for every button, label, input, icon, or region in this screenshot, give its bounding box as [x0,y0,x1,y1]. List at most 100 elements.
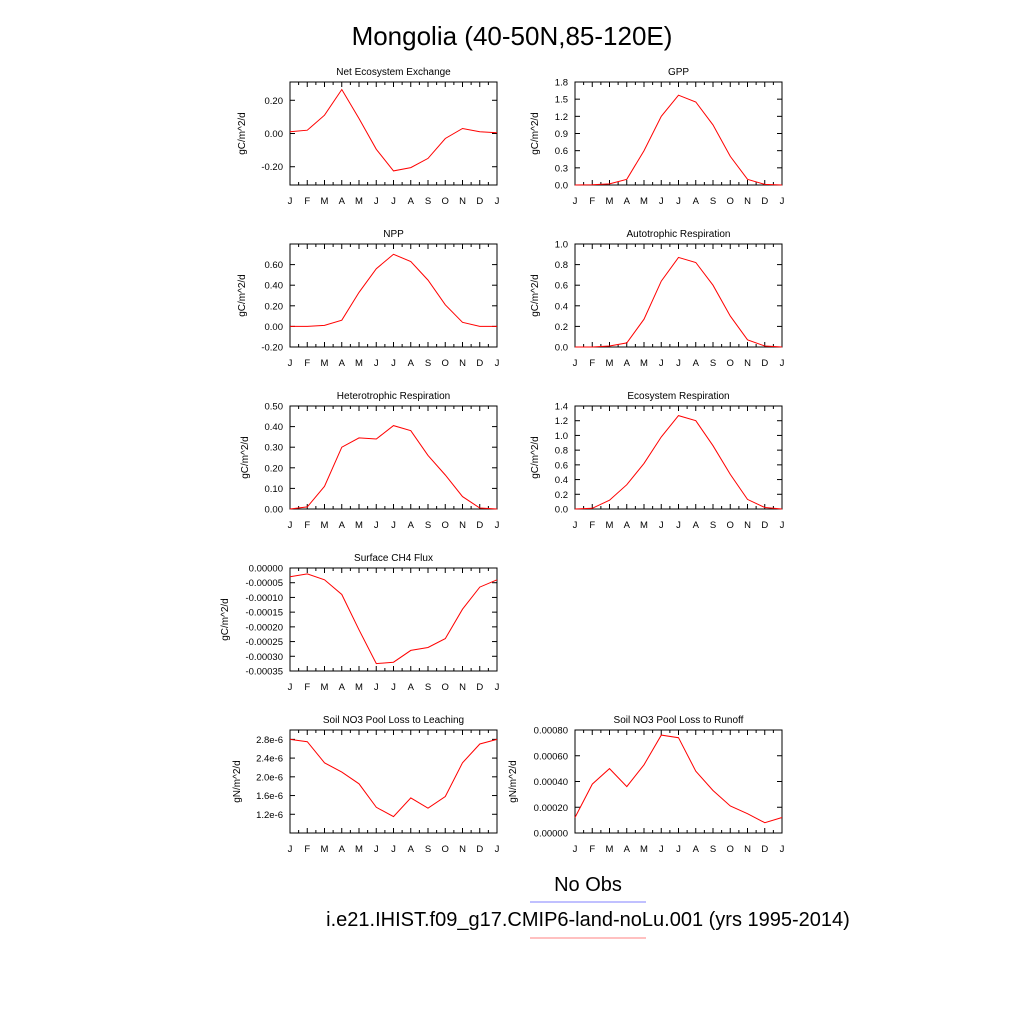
x-tick-label: N [744,520,751,531]
x-tick-label: D [476,196,483,207]
y-tick-label: -0.00025 [245,637,283,648]
y-axis-label: gC/m^2/d [530,274,541,317]
x-tick-label: M [321,844,329,855]
x-tick-label: N [459,358,466,369]
plot-frame [574,405,783,510]
y-tick-label: 0.00 [265,505,284,516]
plot-frame [574,729,783,834]
x-tick-label: M [321,682,329,693]
y-tick-label: -0.00005 [245,578,283,589]
x-tick-label: A [693,196,700,207]
panel-title: Soil NO3 Pool Loss to Runoff [614,715,744,726]
y-tick-label: 0.8 [555,446,568,457]
plot-frame [574,81,783,186]
panel-title: NPP [383,229,404,240]
x-tick-label: A [339,358,346,369]
x-tick-label: J [495,358,500,369]
x-tick-label: J [288,682,293,693]
x-tick-label: S [425,358,431,369]
x-tick-label: A [693,358,700,369]
x-tick-label: J [391,520,396,531]
x-tick-label: J [288,196,293,207]
plot-frame [289,81,498,186]
y-tick-label: 0.60 [265,260,284,271]
x-tick-label: J [573,196,578,207]
y-tick-label: 0.00 [265,322,284,333]
y-tick-label: -0.00020 [245,622,283,633]
x-tick-label: M [640,520,648,531]
x-tick-label: M [321,196,329,207]
x-tick-label: S [710,358,716,369]
plot-frame [289,243,498,348]
x-tick-label: J [495,682,500,693]
x-tick-label: A [624,358,631,369]
x-tick-label: F [589,196,595,207]
x-tick-label: D [761,196,768,207]
x-tick-label: J [391,844,396,855]
x-tick-label: F [304,844,310,855]
x-tick-label: J [573,844,578,855]
y-tick-label: 1.0 [555,431,568,442]
x-tick-label: S [425,196,431,207]
y-tick-label: 1.8 [555,78,568,89]
x-tick-label: O [442,520,449,531]
x-tick-label: M [606,844,614,855]
x-tick-label: D [761,520,768,531]
x-tick-label: S [425,844,431,855]
x-tick-label: A [339,682,346,693]
x-tick-label: S [710,520,716,531]
y-tick-label: 0.2 [555,322,568,333]
x-tick-label: J [495,196,500,207]
series-line [574,734,783,824]
x-tick-label: F [589,358,595,369]
x-tick-label: J [659,196,664,207]
y-tick-label: 0.40 [265,422,284,433]
series-line [575,256,783,348]
x-tick-label: O [442,844,449,855]
y-tick-label: 0.0 [555,343,568,354]
plot-frame [289,567,498,672]
y-tick-label: 0.00 [265,129,284,140]
x-tick-label: M [355,682,363,693]
y-tick-label: 0.9 [555,129,568,140]
y-tick-label: 0.10 [265,484,284,495]
y-axis-label: gC/m^2/d [530,112,541,155]
x-tick-label: J [676,520,681,531]
y-axis-label: gC/m^2/d [237,274,248,317]
x-tick-label: O [442,358,449,369]
x-tick-label: J [780,844,785,855]
x-tick-label: S [425,520,431,531]
y-axis-label: gC/m^2/d [240,436,251,479]
panel-title: Heterotrophic Respiration [337,391,450,402]
x-tick-label: J [573,520,578,531]
x-tick-label: O [727,520,734,531]
y-tick-label: -0.00030 [245,652,283,663]
x-tick-label: M [606,358,614,369]
x-tick-label: O [727,358,734,369]
x-tick-label: M [606,196,614,207]
x-tick-label: M [355,844,363,855]
y-tick-label: -0.00010 [245,593,283,604]
x-tick-label: M [355,520,363,531]
x-tick-label: N [744,196,751,207]
x-tick-label: A [408,358,415,369]
x-tick-label: D [761,844,768,855]
x-tick-label: J [374,196,379,207]
panel-title: Net Ecosystem Exchange [336,67,451,78]
x-tick-label: A [339,196,346,207]
x-tick-label: D [761,358,768,369]
y-tick-label: -0.20 [261,343,283,354]
x-tick-label: J [659,520,664,531]
x-tick-label: J [676,358,681,369]
y-tick-label: 0.00000 [534,829,568,840]
x-tick-label: J [391,682,396,693]
plot-frame [289,405,498,510]
legend-obs-label: No Obs [554,874,622,896]
x-tick-label: A [408,520,415,531]
y-axis-label: gC/m^2/d [237,112,248,155]
x-tick-label: J [374,844,379,855]
